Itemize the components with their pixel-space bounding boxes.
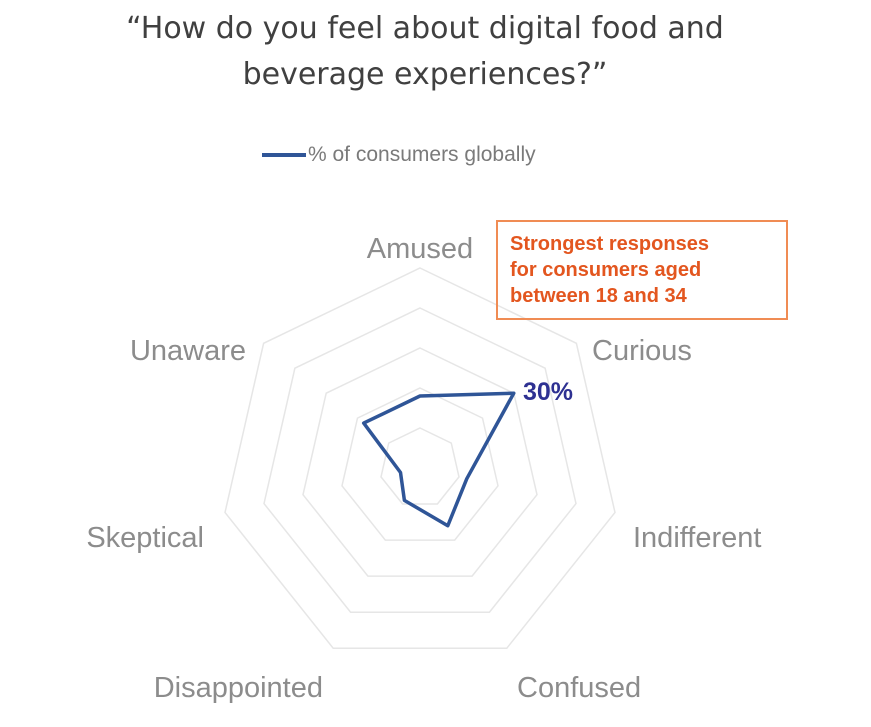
- axis-label-indifferent: Indifferent: [633, 522, 761, 554]
- axis-label-unaware: Unaware: [130, 335, 246, 367]
- annotation-line-3: between 18 and 34: [510, 285, 687, 307]
- chart-title-line-2: beverage experiences?”: [242, 57, 608, 92]
- grid-ring-30: [302, 347, 538, 577]
- axis-label-disappointed: Disappointed: [154, 672, 323, 704]
- data-label-curious: 30%: [523, 378, 574, 406]
- chart-title: “How do you feel about digital food and …: [0, 6, 850, 98]
- grid-ring-40: [263, 307, 577, 613]
- axis-label-amused: Amused: [367, 233, 473, 265]
- series-line-consumers: [361, 391, 516, 528]
- axis-label-confused: Confused: [517, 672, 641, 704]
- grid-ring-20: [341, 387, 499, 541]
- grid-ring-10: [380, 427, 460, 505]
- axis-label-curious: Curious: [592, 335, 692, 367]
- annotation-callout: Strongest responses for consumers aged b…: [496, 220, 788, 320]
- chart-title-line-1: “How do you feel about digital food and: [126, 11, 724, 46]
- annotation-line-1: Strongest responses: [510, 233, 709, 255]
- grid-ring-50: [224, 267, 616, 649]
- legend-label: % of consumers globally: [308, 143, 536, 166]
- chart-legend: % of consumers globally: [262, 143, 536, 167]
- legend-swatch-line: [262, 153, 306, 157]
- axis-label-skeptical: Skeptical: [86, 522, 204, 554]
- annotation-line-2: for consumers aged: [510, 259, 702, 281]
